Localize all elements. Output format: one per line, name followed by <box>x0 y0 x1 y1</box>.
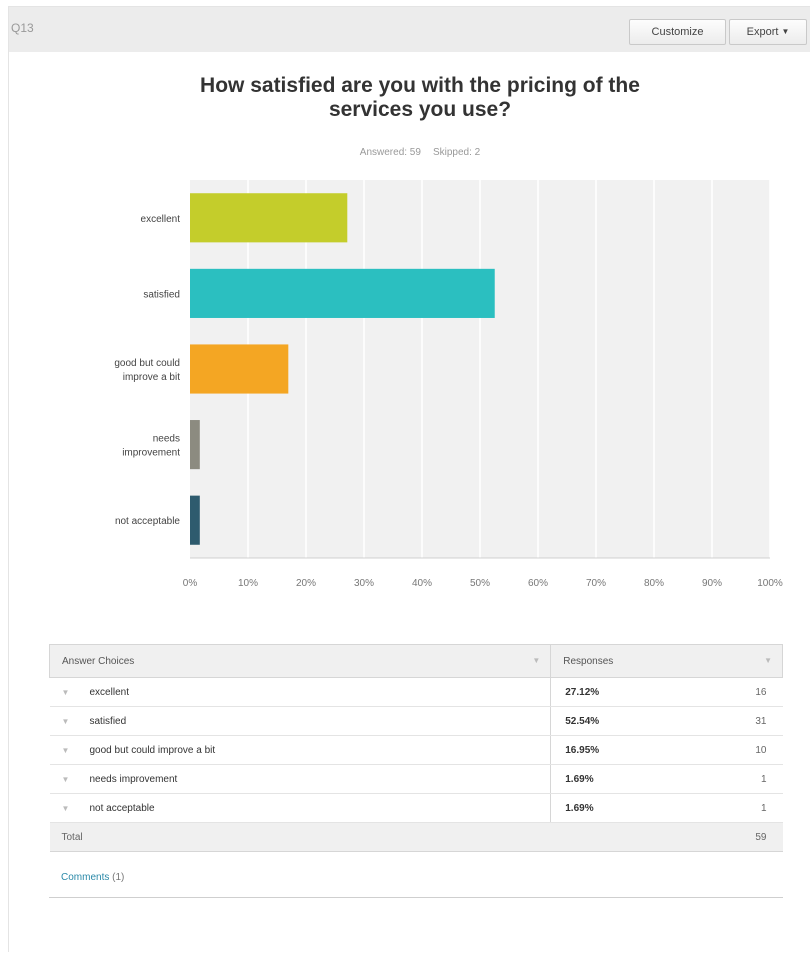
answer-choice-label: excellent <box>89 686 129 698</box>
sort-arrow-icon: ▼ <box>764 655 772 665</box>
x-tick-label: 90% <box>702 578 722 589</box>
expand-arrow-icon[interactable]: ▼ <box>61 687 70 697</box>
question-number: Q13 <box>11 21 34 35</box>
expand-arrow-icon[interactable]: ▼ <box>61 745 70 755</box>
x-tick-label: 60% <box>528 578 548 589</box>
response-percent: 1.69% <box>550 793 731 823</box>
question-toolbar: Q13 Customize Export ▼ <box>9 7 810 52</box>
response-count: 31 <box>730 706 783 736</box>
response-count: 16 <box>730 677 783 707</box>
chart-title-line-1: How satisfied are you with the pricing o… <box>200 74 640 97</box>
category-label: not acceptable <box>115 516 180 527</box>
x-tick-label: 20% <box>296 578 316 589</box>
category-label: improve a bit <box>123 372 180 383</box>
expand-arrow-icon[interactable]: ▼ <box>61 803 70 813</box>
expand-arrow-icon[interactable]: ▼ <box>61 716 70 726</box>
table-row: ▼ excellent 27.12% 16 <box>49 677 783 707</box>
x-tick-label: 50% <box>470 578 490 589</box>
response-percent: 1.69% <box>550 764 731 794</box>
category-label: needs <box>153 434 180 445</box>
total-row: Total 59 <box>49 822 783 852</box>
x-tick-label: 10% <box>238 578 258 589</box>
table-header-row: Answer Choices ▼ Responses ▼ <box>48 644 783 678</box>
comments-count: (1) <box>112 872 125 883</box>
response-percent: 52.54% <box>550 706 731 736</box>
answer-choices-header-label: Answer Choices <box>62 655 135 667</box>
answer-choices-header[interactable]: Answer Choices ▼ <box>48 644 552 678</box>
x-tick-label: 80% <box>644 578 664 589</box>
expand-arrow-icon[interactable]: ▼ <box>61 774 70 784</box>
customize-label: Customize <box>651 26 704 38</box>
category-label: good but could <box>114 358 180 369</box>
answer-choice-label: satisfied <box>89 715 127 727</box>
export-button[interactable]: Export ▼ <box>729 19 807 45</box>
response-percent: 27.12% <box>550 677 731 707</box>
chart-title: How satisfied are you with the pricing o… <box>130 74 710 122</box>
category-label: satisfied <box>143 289 180 300</box>
table-row: ▼ not acceptable 1.69% 1 <box>49 793 783 823</box>
x-tick-label: 40% <box>412 578 432 589</box>
comments-label: Comments <box>61 872 110 883</box>
export-label: Export <box>746 26 779 38</box>
comments-link[interactable]: Comments (1) <box>61 872 124 883</box>
bar-chart: 0% 10% 20% 30% 40% 50% 60% 70% 80% 90% 100% excelle… <box>114 180 783 589</box>
responses-header[interactable]: Responses ▼ <box>550 644 783 678</box>
category-label: improvement <box>122 448 180 459</box>
bar <box>190 193 348 243</box>
table-row: ▼ good but could improve a bit 16.95% 10 <box>49 735 783 765</box>
question-panel: Q13 Customize Export ▼ <box>8 6 810 952</box>
responses-table: Answer Choices ▼ Responses ▼ ▼ excellent 27.… <box>48 644 783 852</box>
response-count: 1 <box>730 793 783 823</box>
customize-button[interactable]: Customize <box>629 19 726 45</box>
total-label: Total <box>49 822 551 852</box>
x-tick-label: 70% <box>586 578 606 589</box>
sort-arrow-icon: ▼ <box>532 655 541 665</box>
caret-down-icon: ▼ <box>781 27 790 36</box>
table-row: ▼ needs improvement 1.69% 1 <box>49 764 783 794</box>
answered-count: Answered: 59 <box>359 147 421 158</box>
response-counts: Answered: 59 Skipped: 2 <box>275 147 565 158</box>
x-tick-label: 0% <box>183 578 198 589</box>
bar <box>190 495 200 545</box>
answer-choice-label: not acceptable <box>89 802 155 814</box>
chart-title-line-2: services you use? <box>328 98 512 121</box>
answer-choice-label: needs improvement <box>89 773 178 785</box>
response-count: 10 <box>730 735 783 765</box>
skipped-count: Skipped: 2 <box>432 147 481 158</box>
table-row: ▼ satisfied 52.54% 31 <box>49 706 783 736</box>
bar <box>190 268 495 318</box>
responses-header-label: Responses <box>563 655 614 667</box>
bar <box>190 420 200 470</box>
x-tick-label: 30% <box>354 578 374 589</box>
response-count: 1 <box>730 764 783 794</box>
answer-choice-label: good but could improve a bit <box>89 744 216 756</box>
bar <box>190 344 289 394</box>
category-label: excellent <box>141 214 181 225</box>
response-percent: 16.95% <box>550 735 731 765</box>
divider <box>49 897 783 898</box>
x-tick-label: 100% <box>757 578 783 589</box>
total-value: 59 <box>730 822 783 852</box>
